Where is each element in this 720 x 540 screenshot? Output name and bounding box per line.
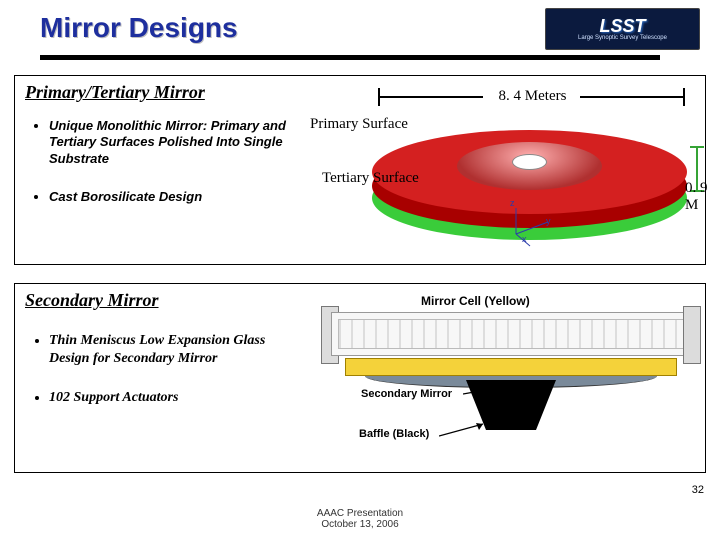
title-rule [40, 55, 660, 60]
mirror-cell-plate [345, 358, 677, 376]
arrow-icon [439, 422, 489, 442]
truss-structure [331, 312, 691, 356]
diameter-label: 8. 4 Meters [485, 88, 580, 105]
end-cap [683, 306, 701, 364]
list-item: 102 Support Actuators [49, 389, 291, 407]
center-hole [512, 154, 547, 170]
mirror-cell-label: Mirror Cell (Yellow) [421, 294, 530, 308]
dimension-cap-right [683, 88, 685, 106]
secondary-mirror-label: Secondary Mirror [361, 388, 452, 400]
secondary-panel: Secondary Mirror Thin Meniscus Low Expan… [14, 283, 706, 473]
slide-title: Mirror Designs [40, 12, 238, 44]
secondary-bullets: Thin Meniscus Low Expansion Glass Design… [31, 332, 291, 429]
dimension-bar [580, 96, 685, 98]
primary-mirror-figure: 8. 4 Meters Primary Surface Tertiary Sur… [310, 80, 700, 260]
footer-line1: AAAC Presentation [317, 508, 403, 519]
list-item: Unique Monolithic Mirror: Primary and Te… [49, 118, 291, 167]
secondary-mirror-assembly [331, 312, 691, 427]
axis-y: y [546, 216, 551, 226]
list-item: Thin Meniscus Low Expansion Glass Design… [49, 332, 291, 367]
axis-z: z [510, 198, 515, 208]
axis-x: x [522, 234, 527, 244]
baffle-label: Baffle (Black) [359, 428, 429, 440]
logo-text: LSST [599, 17, 645, 35]
secondary-mirror-figure: Mirror Cell (Yellow) Secondary Mirror Ba… [311, 288, 701, 468]
page-number: 32 [692, 484, 704, 496]
dimension-bar [378, 96, 483, 98]
primary-bullets: Unique Monolithic Mirror: Primary and Te… [31, 118, 291, 227]
list-item: Cast Borosilicate Design [49, 189, 291, 205]
primary-heading: Primary/Tertiary Mirror [25, 82, 205, 103]
primary-surface-label: Primary Surface [310, 116, 408, 133]
thickness-label: 0. 9 M [685, 180, 720, 214]
primary-tertiary-panel: Primary/Tertiary Mirror Unique Monolithi… [14, 75, 706, 265]
tertiary-surface-label: Tertiary Surface [322, 170, 419, 187]
footer: AAAC Presentation October 13, 2006 [0, 508, 720, 530]
logo-subtext: Large Synoptic Survey Telescope [578, 35, 667, 41]
axes-indicator: z y x [510, 198, 570, 248]
secondary-heading: Secondary Mirror [25, 290, 159, 311]
arrow-icon [463, 386, 503, 402]
logo: LSST Large Synoptic Survey Telescope [545, 8, 700, 50]
footer-line2: October 13, 2006 [321, 519, 398, 530]
